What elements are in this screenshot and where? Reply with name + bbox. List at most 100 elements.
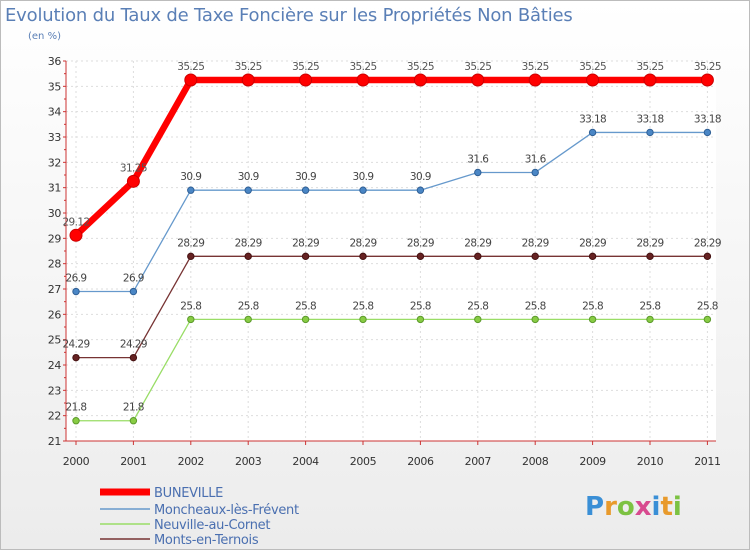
data-point-neuville bbox=[244, 315, 252, 324]
data-label-monts: 28.29 bbox=[522, 237, 549, 249]
x-tick-label: 2006 bbox=[407, 455, 434, 468]
proxiti-logo: Proxiti bbox=[585, 492, 682, 522]
data-label-moncheaux: 30.9 bbox=[410, 171, 431, 183]
data-label-neuville: 25.8 bbox=[295, 300, 316, 312]
y-tick-label: 32 bbox=[48, 156, 61, 169]
x-tick-label: 2009 bbox=[579, 455, 606, 468]
data-label-neuville: 25.8 bbox=[640, 300, 661, 312]
y-tick-label: 21 bbox=[48, 435, 61, 448]
data-label-monts: 28.29 bbox=[235, 237, 262, 249]
data-point-neuville bbox=[359, 315, 367, 324]
chart-subtitle: (en %) bbox=[28, 31, 61, 42]
data-label-monts: 28.29 bbox=[694, 237, 721, 249]
legend-label-moncheaux: Moncheaux-lès-Frévent bbox=[154, 503, 299, 518]
data-point-neuville bbox=[129, 417, 138, 425]
data-label-neuville: 25.8 bbox=[467, 300, 488, 312]
data-label-neuville: 25.8 bbox=[410, 300, 431, 312]
data-point-monts bbox=[359, 252, 367, 261]
data-point-neuville bbox=[72, 417, 80, 425]
data-point-neuville bbox=[187, 315, 195, 324]
data-label-monts: 28.29 bbox=[579, 237, 606, 249]
x-tick-label: 2001 bbox=[120, 455, 146, 468]
data-label-neuville: 21.8 bbox=[123, 402, 144, 414]
chart-title: Evolution du Taux de Taxe Foncière sur l… bbox=[5, 5, 573, 26]
data-label-buneville: 35.25 bbox=[235, 61, 262, 73]
data-label-moncheaux: 30.9 bbox=[238, 171, 259, 183]
data-label-moncheaux: 30.9 bbox=[295, 171, 316, 183]
data-point-moncheaux bbox=[187, 186, 195, 194]
data-label-monts: 28.29 bbox=[636, 237, 663, 249]
data-label-moncheaux: 26.9 bbox=[123, 273, 144, 285]
data-point-monts bbox=[531, 252, 539, 261]
data-label-buneville: 35.25 bbox=[636, 61, 663, 73]
data-point-neuville bbox=[588, 315, 597, 324]
data-point-buneville bbox=[700, 73, 714, 87]
data-label-neuville: 25.8 bbox=[697, 300, 718, 312]
logo-letter: r bbox=[604, 492, 617, 522]
data-label-buneville: 35.25 bbox=[292, 61, 319, 73]
y-tick-label: 25 bbox=[48, 334, 62, 347]
data-label-moncheaux: 26.9 bbox=[66, 273, 87, 285]
data-label-moncheaux: 33.18 bbox=[579, 113, 606, 125]
data-label-buneville: 35.25 bbox=[694, 61, 721, 73]
logo-letter: x bbox=[635, 492, 652, 522]
data-point-moncheaux bbox=[646, 128, 654, 137]
data-label-monts: 28.29 bbox=[292, 237, 319, 249]
data-label-buneville: 29.12 bbox=[62, 216, 89, 228]
series-line-moncheaux bbox=[75, 131, 709, 293]
legend-label-buneville: BUNEVILLE bbox=[154, 486, 223, 501]
data-point-monts bbox=[129, 353, 138, 362]
data-label-neuville: 25.8 bbox=[525, 300, 546, 312]
data-point-monts bbox=[474, 252, 482, 261]
data-point-neuville bbox=[416, 315, 425, 324]
y-tick-label: 31 bbox=[48, 182, 61, 195]
data-label-neuville: 25.8 bbox=[238, 300, 259, 312]
y-tick-label: 36 bbox=[48, 55, 62, 68]
data-label-buneville: 35.25 bbox=[522, 61, 549, 73]
y-tick-label: 33 bbox=[48, 131, 62, 144]
data-label-moncheaux: 30.9 bbox=[353, 171, 374, 183]
data-point-moncheaux bbox=[129, 287, 138, 296]
data-label-buneville: 31.25 bbox=[120, 162, 147, 174]
data-point-moncheaux bbox=[301, 186, 310, 194]
data-label-monts: 28.29 bbox=[349, 237, 376, 249]
x-tick-label: 2007 bbox=[465, 455, 492, 468]
data-label-moncheaux: 31.6 bbox=[525, 153, 547, 165]
data-point-moncheaux bbox=[474, 168, 482, 177]
data-point-monts bbox=[703, 252, 712, 261]
logo-letter: o bbox=[617, 492, 635, 522]
data-label-neuville: 25.8 bbox=[180, 300, 201, 312]
y-tick-label: 29 bbox=[48, 232, 62, 245]
y-tick-label: 24 bbox=[48, 359, 62, 372]
data-point-buneville bbox=[184, 73, 198, 87]
data-point-moncheaux bbox=[244, 186, 252, 194]
x-tick-label: 2004 bbox=[292, 455, 319, 468]
data-point-buneville bbox=[299, 73, 313, 87]
logo-letter: P bbox=[585, 492, 604, 522]
data-label-moncheaux: 31.6 bbox=[467, 153, 489, 165]
data-point-moncheaux bbox=[703, 128, 712, 137]
x-tick-label: 2002 bbox=[178, 455, 204, 468]
data-label-neuville: 21.8 bbox=[66, 402, 87, 414]
data-label-monts: 24.29 bbox=[62, 339, 89, 351]
data-point-monts bbox=[72, 353, 80, 362]
x-tick-label: 2000 bbox=[63, 455, 90, 468]
y-tick-label: 23 bbox=[48, 384, 62, 397]
y-tick-label: 34 bbox=[48, 106, 62, 119]
x-tick-label: 2005 bbox=[350, 455, 377, 468]
y-tick-label: 28 bbox=[48, 258, 62, 271]
logo-letter: t bbox=[660, 492, 672, 522]
data-label-monts: 28.29 bbox=[407, 237, 434, 249]
data-point-monts bbox=[416, 252, 425, 261]
data-point-buneville bbox=[528, 73, 542, 87]
data-point-buneville bbox=[126, 174, 140, 188]
data-point-buneville bbox=[643, 73, 657, 87]
data-label-monts: 24.29 bbox=[120, 339, 147, 351]
data-label-buneville: 35.25 bbox=[177, 61, 204, 73]
data-label-buneville: 35.25 bbox=[349, 61, 376, 73]
x-tick-label: 2011 bbox=[694, 455, 720, 468]
legend-label-neuville: Neuville-au-Cornet bbox=[154, 518, 270, 533]
y-tick-label: 26 bbox=[48, 308, 62, 321]
data-point-monts bbox=[588, 252, 597, 261]
